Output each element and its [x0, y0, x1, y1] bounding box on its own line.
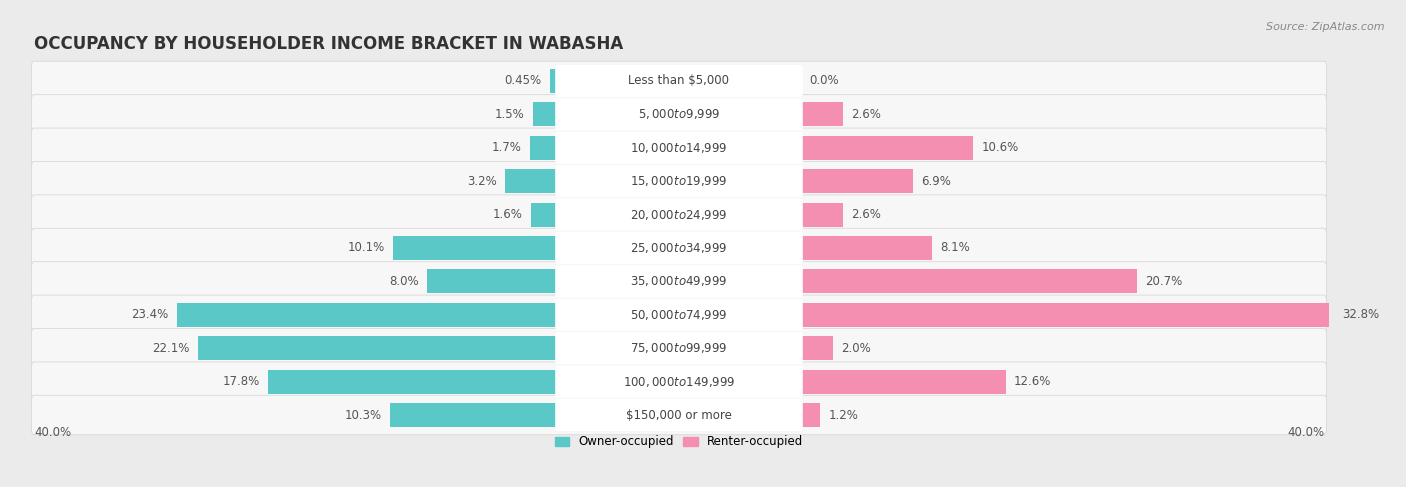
Text: 32.8%: 32.8%	[1341, 308, 1379, 321]
Text: 10.3%: 10.3%	[344, 409, 381, 422]
Text: 6.9%: 6.9%	[921, 175, 950, 187]
FancyBboxPatch shape	[555, 265, 803, 298]
Text: 40.0%: 40.0%	[34, 426, 72, 439]
FancyBboxPatch shape	[31, 362, 1326, 401]
FancyBboxPatch shape	[555, 131, 803, 164]
Bar	[177, 303, 557, 327]
FancyBboxPatch shape	[555, 232, 803, 264]
FancyBboxPatch shape	[555, 399, 803, 431]
FancyBboxPatch shape	[555, 332, 803, 364]
FancyBboxPatch shape	[31, 162, 1326, 201]
Text: 1.6%: 1.6%	[494, 208, 523, 221]
Text: $75,000 to $99,999: $75,000 to $99,999	[630, 341, 728, 355]
Text: 0.45%: 0.45%	[505, 75, 541, 88]
Bar	[198, 336, 557, 360]
Text: $5,000 to $9,999: $5,000 to $9,999	[638, 107, 720, 121]
Text: Less than $5,000: Less than $5,000	[628, 75, 730, 88]
Text: 1.2%: 1.2%	[828, 409, 858, 422]
FancyBboxPatch shape	[555, 65, 803, 97]
Bar	[389, 403, 557, 427]
Bar	[801, 269, 1137, 294]
Text: 1.5%: 1.5%	[495, 108, 524, 121]
FancyBboxPatch shape	[555, 165, 803, 197]
FancyBboxPatch shape	[31, 295, 1326, 335]
Text: 2.6%: 2.6%	[851, 208, 882, 221]
Bar	[801, 303, 1334, 327]
Bar	[427, 269, 557, 294]
Text: OCCUPANCY BY HOUSEHOLDER INCOME BRACKET IN WABASHA: OCCUPANCY BY HOUSEHOLDER INCOME BRACKET …	[34, 35, 623, 53]
Bar	[801, 403, 820, 427]
FancyBboxPatch shape	[31, 262, 1326, 301]
Text: 22.1%: 22.1%	[152, 342, 190, 355]
Bar	[550, 69, 557, 93]
Bar	[801, 236, 932, 260]
FancyBboxPatch shape	[31, 61, 1326, 101]
Bar	[801, 136, 973, 160]
Text: 10.1%: 10.1%	[347, 242, 385, 255]
Text: $35,000 to $49,999: $35,000 to $49,999	[630, 274, 728, 288]
FancyBboxPatch shape	[555, 366, 803, 398]
FancyBboxPatch shape	[555, 98, 803, 131]
Legend: Owner-occupied, Renter-occupied: Owner-occupied, Renter-occupied	[550, 431, 808, 453]
FancyBboxPatch shape	[31, 195, 1326, 234]
Text: 1.7%: 1.7%	[492, 141, 522, 154]
Text: 40.0%: 40.0%	[1286, 426, 1324, 439]
FancyBboxPatch shape	[31, 395, 1326, 435]
Bar	[531, 203, 557, 226]
Text: $150,000 or more: $150,000 or more	[626, 409, 733, 422]
Bar	[801, 102, 844, 127]
Bar	[801, 370, 1005, 393]
Text: $20,000 to $24,999: $20,000 to $24,999	[630, 207, 728, 222]
Text: 2.6%: 2.6%	[851, 108, 882, 121]
Bar	[505, 169, 557, 193]
Text: 12.6%: 12.6%	[1014, 375, 1052, 388]
Text: 23.4%: 23.4%	[132, 308, 169, 321]
Text: 0.0%: 0.0%	[808, 75, 838, 88]
FancyBboxPatch shape	[555, 299, 803, 331]
FancyBboxPatch shape	[555, 199, 803, 231]
Bar	[801, 203, 844, 226]
Text: Source: ZipAtlas.com: Source: ZipAtlas.com	[1267, 22, 1385, 32]
Text: $100,000 to $149,999: $100,000 to $149,999	[623, 375, 735, 389]
FancyBboxPatch shape	[31, 228, 1326, 268]
Text: $25,000 to $34,999: $25,000 to $34,999	[630, 241, 728, 255]
Text: 10.6%: 10.6%	[981, 141, 1018, 154]
Bar	[394, 236, 557, 260]
Text: $10,000 to $14,999: $10,000 to $14,999	[630, 141, 728, 155]
Text: 8.0%: 8.0%	[389, 275, 419, 288]
Text: 17.8%: 17.8%	[222, 375, 260, 388]
FancyBboxPatch shape	[31, 94, 1326, 134]
Bar	[801, 336, 834, 360]
Text: $50,000 to $74,999: $50,000 to $74,999	[630, 308, 728, 322]
Bar	[530, 136, 557, 160]
Text: 8.1%: 8.1%	[941, 242, 970, 255]
FancyBboxPatch shape	[31, 128, 1326, 168]
Text: 2.0%: 2.0%	[841, 342, 872, 355]
Bar	[269, 370, 557, 393]
Bar	[533, 102, 557, 127]
Text: 20.7%: 20.7%	[1146, 275, 1182, 288]
Text: $15,000 to $19,999: $15,000 to $19,999	[630, 174, 728, 188]
Bar	[801, 169, 912, 193]
FancyBboxPatch shape	[31, 329, 1326, 368]
Text: 3.2%: 3.2%	[467, 175, 496, 187]
